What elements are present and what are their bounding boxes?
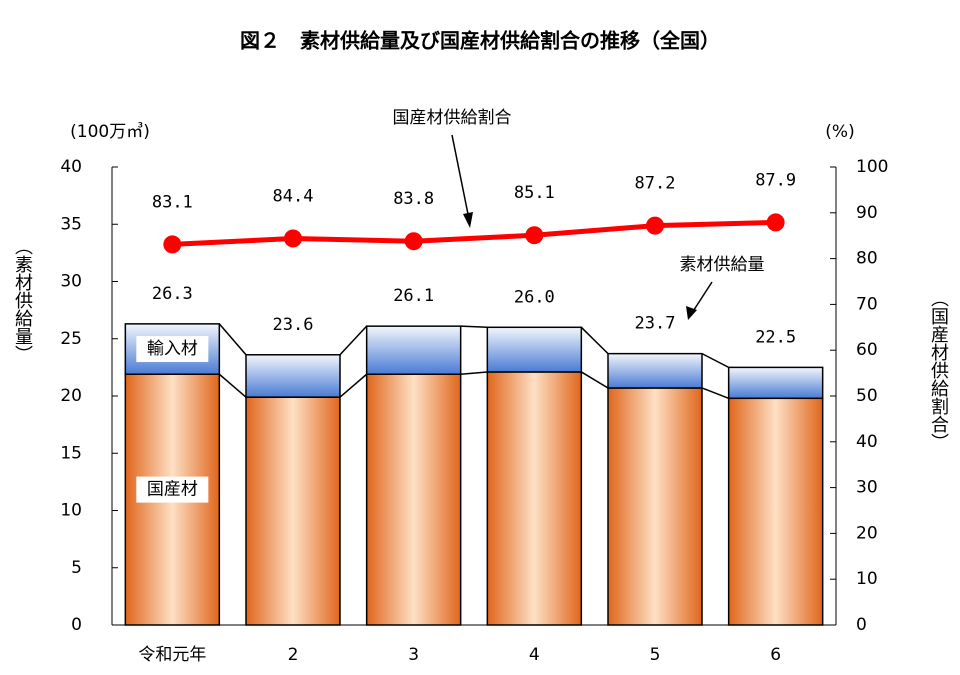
- y2-tick-label: 60: [856, 340, 878, 360]
- y2-unit: (%): [825, 122, 854, 142]
- x-tick-label: 3: [408, 645, 419, 665]
- arrow-head: [686, 306, 697, 320]
- x-tick-label: 6: [770, 645, 781, 665]
- connector-line: [339, 373, 368, 398]
- y2-tick-label: 80: [856, 249, 878, 269]
- connector-line: [218, 373, 247, 398]
- arrow-head: [463, 212, 473, 228]
- total-label: 23.7: [635, 314, 676, 334]
- line-label: 83.8: [393, 189, 434, 209]
- line-marker: [766, 213, 785, 232]
- line-label: 84.4: [273, 186, 314, 206]
- annotation-arrow: [451, 134, 471, 225]
- x-tick-label: 令和元年: [138, 645, 206, 665]
- y2-tick-label: 40: [856, 432, 878, 452]
- legend-label: 国産材: [147, 480, 198, 500]
- total-label: 23.6: [273, 315, 314, 335]
- y2-tick-label: 90: [856, 203, 878, 223]
- total-label: 22.5: [755, 327, 796, 347]
- y2-tick-label: 50: [856, 386, 878, 406]
- bar-segment: [365, 373, 462, 626]
- line-marker: [404, 232, 423, 251]
- line-label: 87.9: [755, 170, 796, 190]
- y2-tick-label: 100: [856, 157, 888, 177]
- y2-tick-label: 20: [856, 523, 878, 543]
- chart-title: 図２ 素材供給量及び国産材供給割合の推移（全国）: [240, 29, 720, 53]
- legend-box: [136, 336, 209, 363]
- line-marker: [646, 216, 664, 235]
- legend-box: [136, 476, 209, 503]
- connector-line: [580, 326, 609, 355]
- connector-line: [701, 352, 730, 369]
- bar-annotation: 素材供給量: [680, 255, 765, 275]
- y-tick-label: 10: [60, 501, 82, 521]
- connector-line: [218, 323, 247, 356]
- connector-line: [701, 387, 729, 399]
- line-label: 85.1: [514, 183, 555, 203]
- bar-segment: [486, 371, 583, 626]
- bar-segment: [607, 387, 703, 626]
- connector-line: [580, 371, 609, 389]
- y-axis-label: （素材供給量）: [12, 237, 33, 363]
- line-marker: [525, 226, 544, 245]
- y2-tick-label: 10: [856, 569, 878, 589]
- x-tick-label: 2: [288, 645, 299, 665]
- y-tick-label: 25: [60, 329, 82, 349]
- line-annotation: 国産材供給割合: [393, 108, 512, 128]
- bar-segment: [245, 396, 341, 626]
- total-label: 26.1: [393, 286, 434, 306]
- bar-segment: [365, 325, 462, 375]
- line-marker: [163, 235, 182, 254]
- y-tick-label: 35: [60, 214, 82, 234]
- line-marker: [284, 229, 302, 248]
- y2-tick-label: 30: [856, 478, 878, 498]
- connector-line: [460, 371, 488, 375]
- y2-tick-label: 70: [856, 294, 878, 314]
- x-tick-label: 5: [650, 645, 661, 665]
- bar-segment: [245, 354, 341, 398]
- y-tick-label: 5: [71, 558, 82, 578]
- y-tick-label: 20: [60, 386, 82, 406]
- y-tick-label: 0: [71, 615, 82, 635]
- bar-segment: [607, 352, 703, 389]
- y2-axis-label: （国産材供給割合）: [928, 289, 949, 451]
- y-tick-label: 30: [60, 272, 82, 292]
- legend-label: 輸入材: [147, 339, 198, 359]
- total-label: 26.0: [514, 287, 555, 307]
- connector-line: [460, 325, 488, 329]
- line-label: 87.2: [635, 174, 676, 194]
- line: [172, 219, 776, 247]
- bar-segment: [727, 397, 824, 626]
- bar-segment: [486, 326, 583, 373]
- y2-tick-label: 0: [856, 615, 867, 635]
- y-tick-label: 15: [60, 443, 82, 463]
- x-tick-label: 4: [529, 645, 540, 665]
- line-label: 83.1: [152, 192, 193, 212]
- bar-segment: [727, 366, 824, 400]
- y-tick-label: 40: [60, 157, 82, 177]
- y-unit: (100万㎥): [70, 122, 150, 142]
- total-label: 26.3: [152, 284, 193, 304]
- connector-line: [339, 325, 368, 356]
